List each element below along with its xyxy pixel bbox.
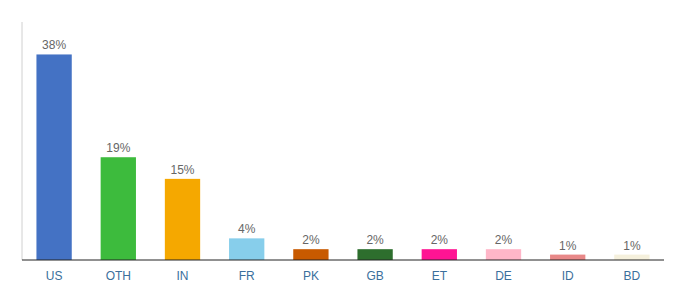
data-label: 1%: [623, 239, 641, 253]
data-label: 38%: [42, 38, 66, 52]
bar: [614, 255, 649, 260]
y-axis-line: [22, 22, 23, 260]
bar: [422, 249, 457, 260]
x-tick-label: OTH: [106, 269, 131, 283]
bar: [101, 157, 136, 260]
x-tick-label: ET: [432, 269, 448, 283]
data-label: 2%: [302, 233, 320, 247]
chart-svg: 38% 19% 15% 4% 2% 2% 2% 2% 1% 1% US OTH IN FR PK GB ET DE…: [0, 0, 680, 300]
bar: [229, 238, 264, 260]
data-label: 1%: [559, 239, 577, 253]
bar: [357, 249, 392, 260]
bar: [165, 179, 200, 260]
x-tick-label: BD: [624, 269, 641, 283]
x-tick-label: ID: [562, 269, 574, 283]
data-label: 15%: [170, 163, 194, 177]
chart-container: 38% 19% 15% 4% 2% 2% 2% 2% 1% 1% US OTH IN FR PK GB ET DE…: [0, 0, 680, 300]
bar: [486, 249, 521, 260]
bars: [36, 54, 649, 260]
x-tick-label: IN: [177, 269, 189, 283]
plot-area: 38% 19% 15% 4% 2% 2% 2% 2% 1% 1% US OTH IN FR PK GB ET DE…: [22, 22, 664, 283]
x-tick-label: DE: [495, 269, 512, 283]
x-tick-label: US: [46, 269, 63, 283]
data-label: 2%: [495, 233, 513, 247]
bar: [293, 249, 328, 260]
data-label: 2%: [366, 233, 384, 247]
bar: [550, 255, 585, 260]
x-tick-label: PK: [303, 269, 319, 283]
data-label: 19%: [106, 141, 130, 155]
data-label: 4%: [238, 222, 256, 236]
bar: [36, 54, 71, 260]
x-tick-label: FR: [239, 269, 255, 283]
data-label: 2%: [431, 233, 449, 247]
x-tick-label: GB: [366, 269, 383, 283]
x-axis-line: [22, 260, 664, 261]
